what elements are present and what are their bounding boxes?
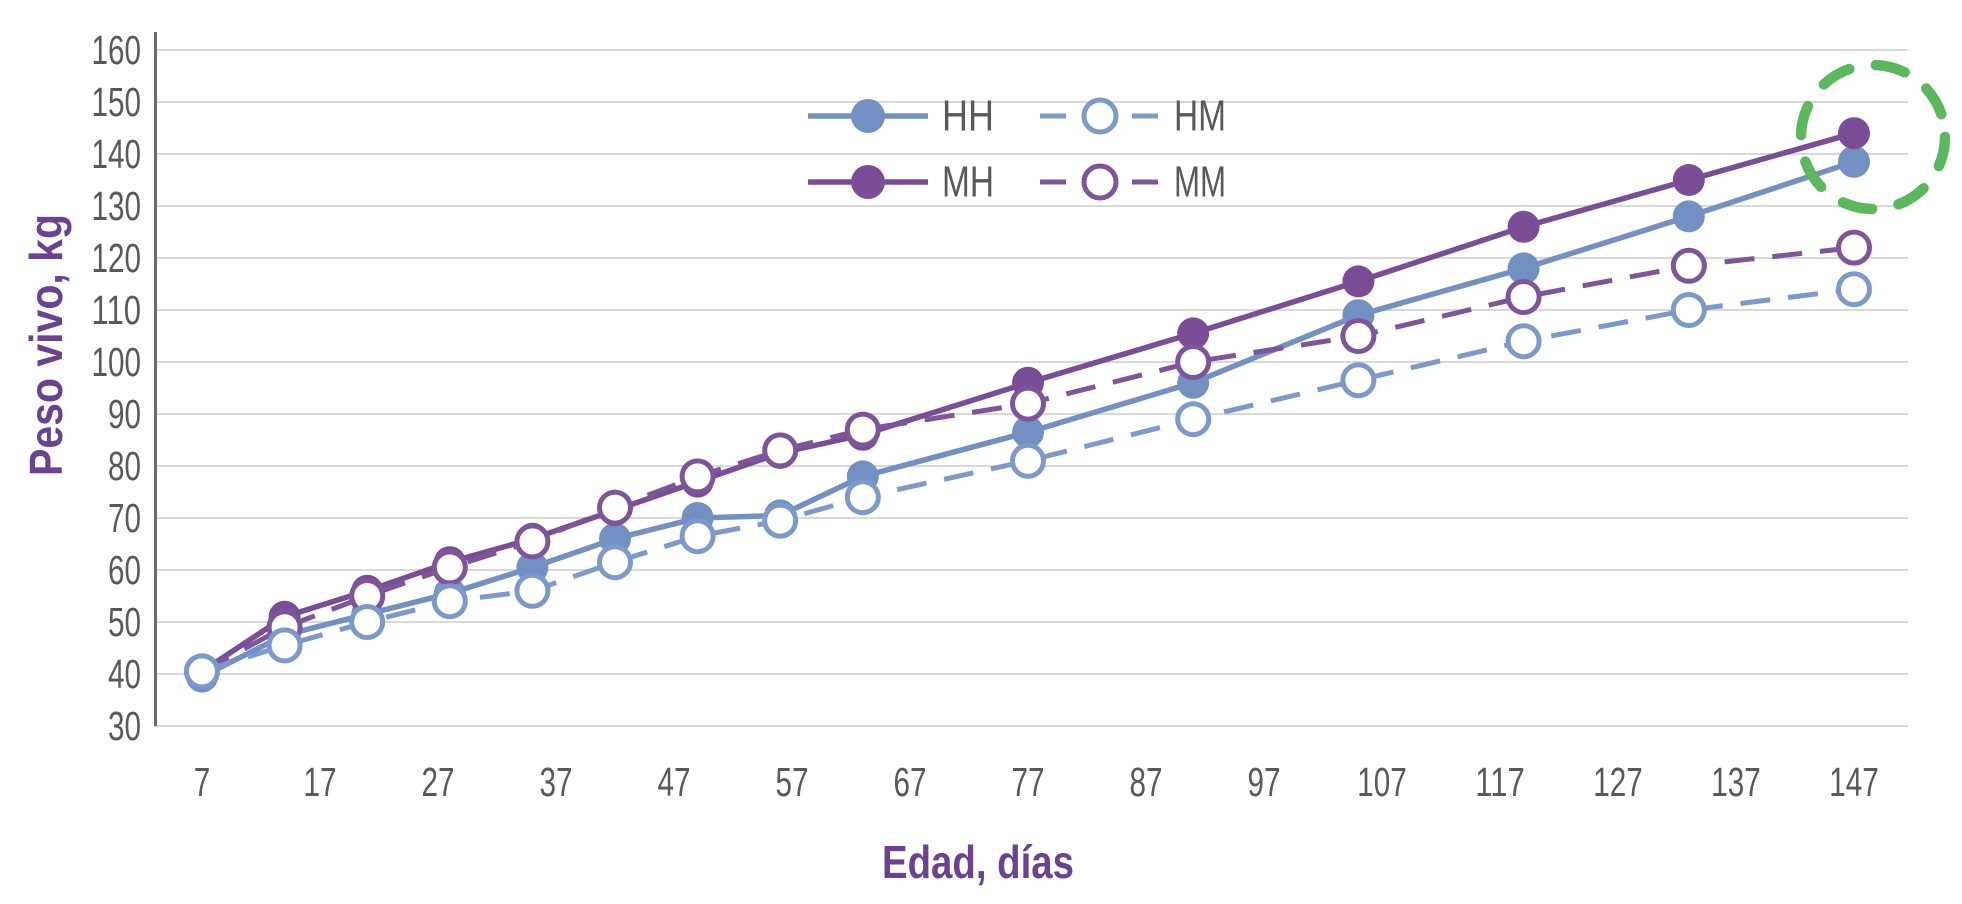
x-tick-label: 17 xyxy=(304,759,337,805)
x-tick-label: 7 xyxy=(194,759,211,805)
x-tick-label: 67 xyxy=(894,759,927,805)
x-tick-label: 147 xyxy=(1829,759,1879,805)
y-tick-label: 60 xyxy=(108,547,141,593)
data-point-MM xyxy=(844,411,881,448)
x-tick-label: 127 xyxy=(1593,759,1643,805)
y-tick-label: 90 xyxy=(108,391,141,437)
legend-item-MH: MH xyxy=(808,158,994,207)
x-tick-label: 97 xyxy=(1248,759,1281,805)
legend-label-HH: HH xyxy=(942,92,994,141)
highlight-dashed-circle-annotation xyxy=(1795,59,1951,215)
data-point-HM xyxy=(679,518,716,555)
data-point-HM xyxy=(349,604,386,640)
y-tick-label: 150 xyxy=(92,79,142,125)
y-tick-label: 110 xyxy=(92,287,142,333)
y-tick-label: 30 xyxy=(108,703,141,749)
legend-marker-MH xyxy=(851,165,885,199)
data-point-HM xyxy=(1340,362,1377,399)
data-point-MM xyxy=(1505,279,1542,315)
data-point-MM xyxy=(597,489,633,526)
data-point-HM xyxy=(266,627,303,664)
legend-label-MM: MM xyxy=(1174,158,1226,207)
data-point-MM xyxy=(431,549,468,586)
y-tick-label: 120 xyxy=(92,235,142,281)
y-tick-label: 160 xyxy=(92,27,142,73)
data-point-MM xyxy=(1175,344,1212,380)
y-axis-tick-labels: 30 40 50 60 70 80 90 100 110 120 130 140 150 160 xyxy=(92,27,142,749)
legend-marker-HH xyxy=(851,99,885,133)
data-point-MH xyxy=(1177,317,1210,350)
x-axis-title: Edad, días xyxy=(882,836,1074,888)
x-tick-label: 77 xyxy=(1012,759,1045,805)
data-point-MM xyxy=(1670,247,1707,284)
series-HM xyxy=(184,271,1872,690)
data-point-MH xyxy=(1342,265,1375,298)
legend-label-HM: HM xyxy=(1174,92,1226,141)
x-tick-label: 37 xyxy=(540,759,573,805)
y-tick-label: 100 xyxy=(92,339,142,385)
data-point-HM xyxy=(514,572,551,609)
data-point-MM xyxy=(1340,318,1377,354)
data-point-HM xyxy=(431,583,468,620)
data-point-MM xyxy=(679,458,716,495)
legend-item-HH: HH xyxy=(808,92,994,141)
legend: HH HM MH MM xyxy=(808,92,1226,207)
series-line-MM xyxy=(200,245,1855,674)
data-point-HM xyxy=(1670,292,1707,328)
y-tick-label: 130 xyxy=(92,183,142,229)
data-point-MM xyxy=(1836,229,1872,266)
data-point-MM xyxy=(1010,385,1046,422)
data-point-HM xyxy=(184,653,220,690)
y-axis-title: Peso vivo, kg xyxy=(20,214,72,476)
data-point-HM xyxy=(1010,442,1046,479)
y-tick-label: 40 xyxy=(108,651,141,697)
data-point-HM xyxy=(762,502,799,539)
y-tick-label: 80 xyxy=(108,443,141,489)
x-axis-tick-labels: 7 17 27 37 47 57 67 77 87 97 107 117 127 137 147 xyxy=(194,759,1879,805)
data-point-HM xyxy=(597,544,633,581)
data-point-MM xyxy=(762,432,799,469)
y-tick-label: 70 xyxy=(108,495,141,541)
legend-marker-HM xyxy=(1081,97,1119,135)
x-tick-label: 117 xyxy=(1475,759,1525,805)
data-point-HH xyxy=(1838,145,1870,178)
x-tick-label: 27 xyxy=(422,759,455,805)
legend-item-HM: HM xyxy=(1040,92,1226,141)
data-point-HH xyxy=(1012,416,1044,449)
legend-marker-MM xyxy=(1081,163,1119,201)
data-point-HH xyxy=(1672,200,1705,233)
x-tick-label: 57 xyxy=(776,759,809,805)
data-series-group xyxy=(184,117,1872,693)
y-tick-label: 50 xyxy=(108,599,141,645)
data-point-HM xyxy=(1175,401,1212,438)
data-point-MH xyxy=(1838,117,1870,150)
legend-item-MM: MM xyxy=(1040,158,1226,207)
data-point-MH xyxy=(1507,210,1540,243)
data-point-HH xyxy=(1507,252,1540,285)
data-point-MM xyxy=(514,523,551,560)
data-point-HM xyxy=(844,479,881,516)
data-point-MH xyxy=(1672,164,1705,196)
data-point-HM xyxy=(1505,323,1542,360)
x-tick-label: 47 xyxy=(658,759,691,805)
legend-label-MH: MH xyxy=(942,158,994,207)
x-tick-label: 107 xyxy=(1357,759,1407,805)
x-tick-label: 137 xyxy=(1711,759,1761,805)
x-tick-label: 87 xyxy=(1130,759,1163,805)
y-tick-label: 140 xyxy=(92,131,142,177)
data-point-HM xyxy=(1836,271,1872,308)
